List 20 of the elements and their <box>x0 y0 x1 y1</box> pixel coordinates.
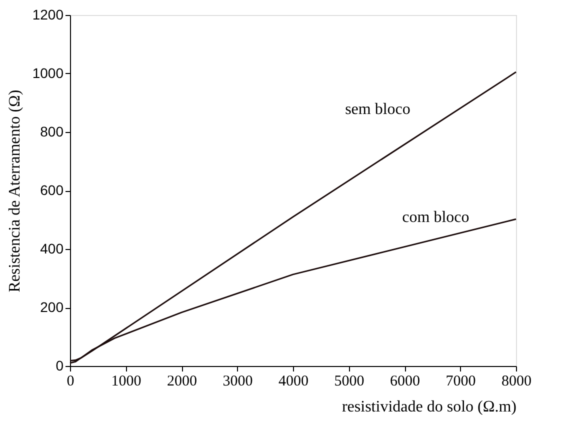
y-axis-title: Resistencia de Aterramento (Ω) <box>6 90 24 292</box>
x-tick-label: 5000 <box>334 374 364 390</box>
series-label: com bloco <box>402 209 470 226</box>
x-tick-label: 2000 <box>167 374 197 390</box>
y-tick-label: 400 <box>40 240 64 256</box>
series-label: sem bloco <box>345 100 410 118</box>
x-tick-label: 8000 <box>502 374 532 390</box>
y-tick-label: 200 <box>40 299 64 315</box>
y-tick-label: 1000 <box>32 65 64 81</box>
x-tick-label: 3000 <box>222 374 253 390</box>
x-tick-label: 6000 <box>390 374 420 390</box>
x-tick-label: 4000 <box>278 374 308 390</box>
y-tick-label: 800 <box>40 124 64 140</box>
y-tick-label: 600 <box>40 182 64 198</box>
x-axis-title: resistividade do solo (Ω.m) <box>342 398 516 416</box>
x-tick-label: 7000 <box>446 374 476 390</box>
x-tick-label: 1000 <box>111 374 142 390</box>
y-tick-label: 1200 <box>32 6 64 22</box>
y-tick-label: 0 <box>56 358 64 374</box>
x-tick-label: 0 <box>66 374 74 390</box>
